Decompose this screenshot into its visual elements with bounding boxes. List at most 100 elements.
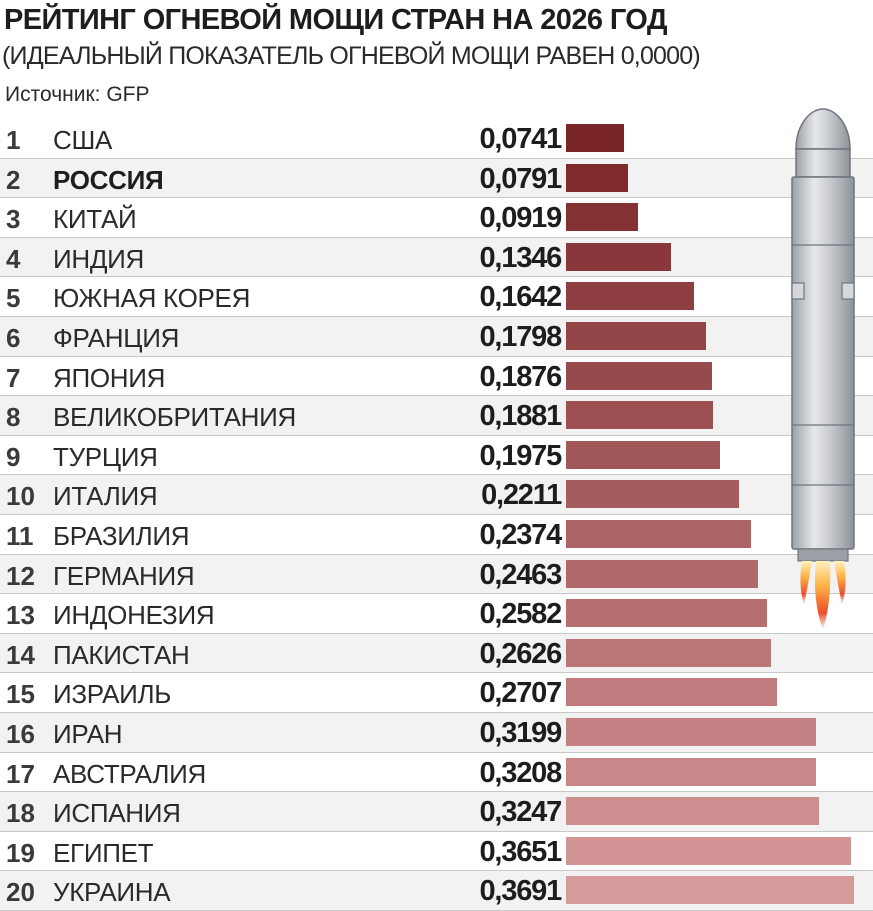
value-label: 0,3691 xyxy=(479,875,563,908)
table-row: 10 ИТАЛИЯ 0,2211 xyxy=(0,475,873,515)
country-label: ТУРЦИЯ xyxy=(53,441,158,472)
value-label: 0,1798 xyxy=(479,320,563,353)
country-label: ЕГИПЕТ xyxy=(53,837,154,868)
rank-number: 6 xyxy=(6,322,21,353)
country-label: ЮЖНАЯ КОРЕЯ xyxy=(53,283,251,314)
table-row: 14 ПАКИСТАН 0,2626 xyxy=(0,633,873,674)
value-label: 0,2626 xyxy=(479,637,563,670)
value-label: 0,3208 xyxy=(479,756,563,789)
value-label: 0,1975 xyxy=(479,439,563,472)
bar xyxy=(566,361,712,390)
value-label: 0,0791 xyxy=(479,162,563,195)
bar xyxy=(566,124,624,152)
table-row: 7 ЯПОНИЯ 0,1876 xyxy=(0,357,873,397)
table-row: 20 УКРАИНА 0,3691 xyxy=(0,871,873,911)
bar xyxy=(566,203,638,232)
table-row: 8 ВЕЛИКОБРИТАНИЯ 0,1881 xyxy=(0,396,873,436)
country-label: ВЕЛИКОБРИТАНИЯ xyxy=(53,402,297,433)
rank-number: 9 xyxy=(6,441,21,472)
table-row: 13 ИНДОНЕЗИЯ 0,2582 xyxy=(0,594,873,634)
country-label: ИНДИЯ xyxy=(53,243,145,274)
country-label: РОССИЯ xyxy=(53,164,164,195)
table-row: 17 АВСТРАЛИЯ 0,3208 xyxy=(0,753,873,793)
value-label: 0,3247 xyxy=(479,796,563,829)
source-note: Источник: GFP xyxy=(5,83,150,106)
rank-number: 11 xyxy=(6,520,34,551)
chart-subtitle: (ИДЕАЛЬНЫЙ ПОКАЗАТЕЛЬ ОГНЕВОЙ МОЩИ РАВЕН… xyxy=(2,42,701,70)
rank-number: 14 xyxy=(6,639,35,670)
ranking-table: 1 США 0,0741 2 РОССИЯ 0,0791 3 КИТАЙ 0,0919 4 ИНДИ… xyxy=(0,119,873,911)
rank-number: 13 xyxy=(6,600,35,631)
flame xyxy=(800,561,812,605)
rocket-nozzles xyxy=(797,548,849,562)
rank-number: 12 xyxy=(6,560,35,591)
bar xyxy=(566,717,816,746)
bar xyxy=(566,678,777,707)
country-label: ФРАНЦИЯ xyxy=(53,322,180,353)
table-row: 15 ИЗРАИЛЬ 0,2707 xyxy=(0,673,873,713)
country-label: ИНДОНЕЗИЯ xyxy=(53,600,215,631)
value-label: 0,1642 xyxy=(479,281,563,314)
rocket-neck xyxy=(795,148,851,178)
bar xyxy=(566,757,816,786)
bar xyxy=(566,876,854,905)
rocket-illustration xyxy=(791,108,855,630)
country-label: КИТАЙ xyxy=(53,204,137,235)
value-label: 0,3651 xyxy=(479,835,563,868)
country-label: АВСТРАЛИЯ xyxy=(53,758,206,789)
value-label: 0,2707 xyxy=(479,677,563,710)
country-label: США xyxy=(53,125,113,155)
table-row: 3 КИТАЙ 0,0919 xyxy=(0,198,873,238)
rank-number: 19 xyxy=(6,837,35,868)
rocket-body xyxy=(791,176,855,550)
value-label: 0,0741 xyxy=(479,123,563,155)
rank-number: 7 xyxy=(6,362,21,393)
bar xyxy=(566,519,751,548)
bar xyxy=(566,242,671,271)
table-row: 16 ИРАН 0,3199 xyxy=(0,712,873,753)
value-label: 0,1876 xyxy=(479,360,563,393)
country-label: БРАЗИЛИЯ xyxy=(53,520,190,551)
bar xyxy=(566,163,628,192)
table-row: 4 ИНДИЯ 0,1346 xyxy=(0,237,873,278)
country-label: ИРАН xyxy=(53,718,123,749)
country-label: УКРАИНА xyxy=(53,877,171,908)
value-label: 0,1881 xyxy=(479,400,563,433)
rank-number: 5 xyxy=(6,283,21,314)
bar xyxy=(566,638,771,667)
country-label: ГЕРМАНИЯ xyxy=(53,560,195,591)
bar xyxy=(566,797,819,826)
rank-number: 15 xyxy=(6,679,35,710)
table-row: 2 РОССИЯ 0,0791 xyxy=(0,158,873,199)
country-label: ИСПАНИЯ xyxy=(53,798,181,829)
bar xyxy=(566,282,694,311)
value-label: 0,0919 xyxy=(479,202,563,235)
rank-number: 8 xyxy=(6,402,21,433)
flame xyxy=(814,561,831,630)
value-label: 0,1346 xyxy=(479,241,563,274)
bar xyxy=(566,321,706,350)
table-row: 12 ГЕРМАНИЯ 0,2463 xyxy=(0,554,873,595)
country-label: ИТАЛИЯ xyxy=(53,481,158,512)
rank-number: 1 xyxy=(6,125,21,155)
table-row: 9 ТУРЦИЯ 0,1975 xyxy=(0,436,873,476)
table-row: 18 ИСПАНИЯ 0,3247 xyxy=(0,792,873,832)
rocket-nose xyxy=(795,108,851,150)
value-label: 0,3199 xyxy=(479,716,563,749)
rank-number: 3 xyxy=(6,204,21,235)
chart-title: РЕЙТИНГ ОГНЕВОЙ МОЩИ СТРАН НА 2026 ГОД xyxy=(4,4,668,36)
rank-number: 4 xyxy=(6,243,21,274)
country-label: ИЗРАИЛЬ xyxy=(53,679,172,710)
table-row: 5 ЮЖНАЯ КОРЕЯ 0,1642 xyxy=(0,277,873,317)
rank-number: 20 xyxy=(6,877,35,908)
rank-number: 16 xyxy=(6,718,35,749)
country-label: ЯПОНИЯ xyxy=(53,362,166,393)
bar xyxy=(566,836,851,865)
rank-number: 2 xyxy=(6,164,21,195)
value-label: 0,2211 xyxy=(481,479,562,512)
table-row: 19 ЕГИПЕТ 0,3651 xyxy=(0,832,873,872)
bar xyxy=(566,559,758,588)
bar xyxy=(566,440,720,469)
bar xyxy=(566,401,713,430)
rank-number: 18 xyxy=(6,798,35,829)
